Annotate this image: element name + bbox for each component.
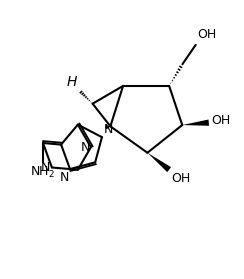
Polygon shape [182, 119, 209, 126]
Text: OH: OH [172, 172, 191, 185]
Text: NH$_2$: NH$_2$ [30, 165, 55, 180]
Polygon shape [147, 153, 171, 172]
Text: OH: OH [211, 114, 230, 127]
Text: N: N [41, 161, 50, 174]
Text: N: N [60, 172, 69, 184]
Text: N: N [80, 141, 90, 154]
Text: N: N [104, 123, 113, 136]
Text: OH: OH [197, 28, 216, 41]
Text: H: H [67, 75, 77, 89]
